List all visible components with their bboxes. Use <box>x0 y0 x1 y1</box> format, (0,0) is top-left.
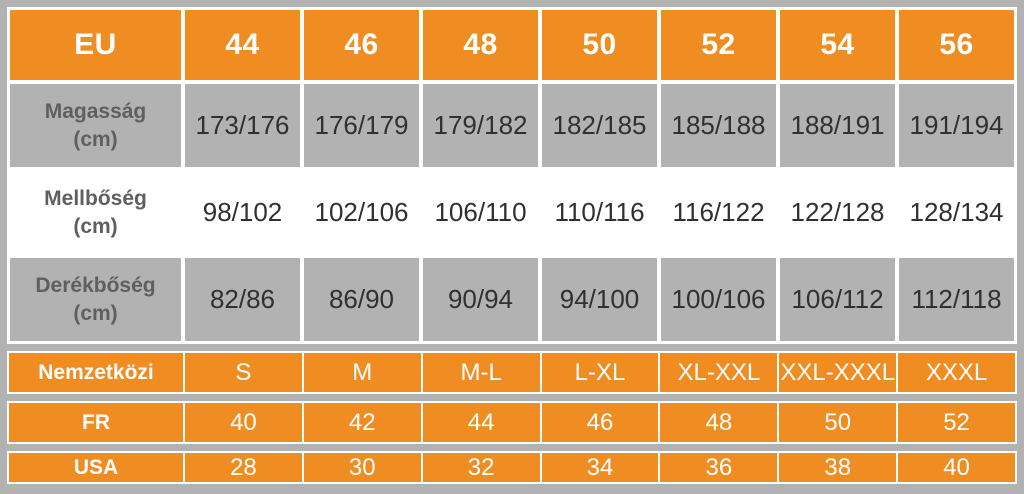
conversion-bar-fr: FR 40 42 44 46 48 50 52 <box>7 401 1017 444</box>
conversion-label: Nemzetközi <box>9 353 183 392</box>
size-value-cell: 188/191 <box>780 84 895 167</box>
conversion-value-cell: M <box>303 353 421 392</box>
eu-header-cell: EU <box>10 10 181 80</box>
size-value-cell: 185/188 <box>661 84 776 167</box>
size-value-cell: 102/106 <box>304 171 419 254</box>
row-label-waist: Derékbőség (cm) <box>10 258 181 341</box>
size-table: EU 44 46 48 50 52 54 56 Magasság (cm) 17… <box>7 7 1017 344</box>
size-value-cell: 128/134 <box>899 171 1014 254</box>
conversion-value-cell: XXXL <box>898 353 1015 392</box>
size-col-header: 50 <box>542 10 657 80</box>
size-col-header: 44 <box>185 10 300 80</box>
size-value-cell: 86/90 <box>304 258 419 341</box>
conversion-bar-international: Nemzetközi S M M-L L-XL XL-XXL XXL-XXXL … <box>7 351 1017 394</box>
size-value-cell: 179/182 <box>423 84 538 167</box>
conversion-value-cell: 46 <box>541 403 659 442</box>
size-col-header: 54 <box>780 10 895 80</box>
conversion-bar-usa: USA 28 30 32 34 36 38 40 <box>7 451 1017 484</box>
size-value-cell: 100/106 <box>661 258 776 341</box>
conversion-value-cell: 50 <box>779 403 897 442</box>
conversion-value-cell: 48 <box>660 403 778 442</box>
size-value-cell: 94/100 <box>542 258 657 341</box>
row-label-chest: Mellbőség (cm) <box>10 171 181 254</box>
row-label-text: Derékbőség <box>35 274 156 298</box>
size-value-cell: 82/86 <box>185 258 300 341</box>
size-value-cell: 106/110 <box>423 171 538 254</box>
conversion-value-cell: 42 <box>303 403 421 442</box>
size-value-cell: 122/128 <box>780 171 895 254</box>
size-value-cell: 110/116 <box>542 171 657 254</box>
size-value-cell: 176/179 <box>304 84 419 167</box>
row-label-height: Magasság (cm) <box>10 84 181 167</box>
size-value-cell: 116/122 <box>661 171 776 254</box>
size-value-cell: 173/176 <box>185 84 300 167</box>
conversion-value-cell: S <box>185 353 302 392</box>
conversion-value-cell: 34 <box>541 453 659 482</box>
conversion-value-cell: XXL-XXXL <box>779 353 897 392</box>
conversion-value-cell: 32 <box>422 453 540 482</box>
size-value-cell: 191/194 <box>899 84 1014 167</box>
conversion-value-cell: 52 <box>898 403 1015 442</box>
conversion-value-cell: 38 <box>779 453 897 482</box>
size-value-cell: 106/112 <box>780 258 895 341</box>
size-col-header: 46 <box>304 10 419 80</box>
size-value-cell: 90/94 <box>423 258 538 341</box>
row-unit-text: (cm) <box>73 127 118 151</box>
size-chart: EU 44 46 48 50 52 54 56 Magasság (cm) 17… <box>7 7 1017 484</box>
conversion-label: USA <box>9 453 183 482</box>
row-unit-text: (cm) <box>73 301 118 325</box>
conversion-value-cell: XL-XXL <box>660 353 778 392</box>
size-value-cell: 112/118 <box>899 258 1014 341</box>
row-unit-text: (cm) <box>73 214 118 238</box>
row-label-text: Magasság <box>44 100 147 124</box>
conversion-value-cell: 30 <box>303 453 421 482</box>
size-col-header: 48 <box>423 10 538 80</box>
size-col-header: 56 <box>899 10 1014 80</box>
conversion-value-cell: 36 <box>660 453 778 482</box>
size-col-header: 52 <box>661 10 776 80</box>
conversion-value-cell: L-XL <box>541 353 659 392</box>
conversion-value-cell: M-L <box>422 353 540 392</box>
row-label-text: Mellbőség <box>44 187 147 211</box>
size-value-cell: 182/185 <box>542 84 657 167</box>
conversion-value-cell: 40 <box>185 403 302 442</box>
size-value-cell: 98/102 <box>185 171 300 254</box>
conversion-label: FR <box>9 403 183 442</box>
conversion-value-cell: 44 <box>422 403 540 442</box>
conversion-value-cell: 40 <box>898 453 1015 482</box>
conversion-value-cell: 28 <box>185 453 302 482</box>
